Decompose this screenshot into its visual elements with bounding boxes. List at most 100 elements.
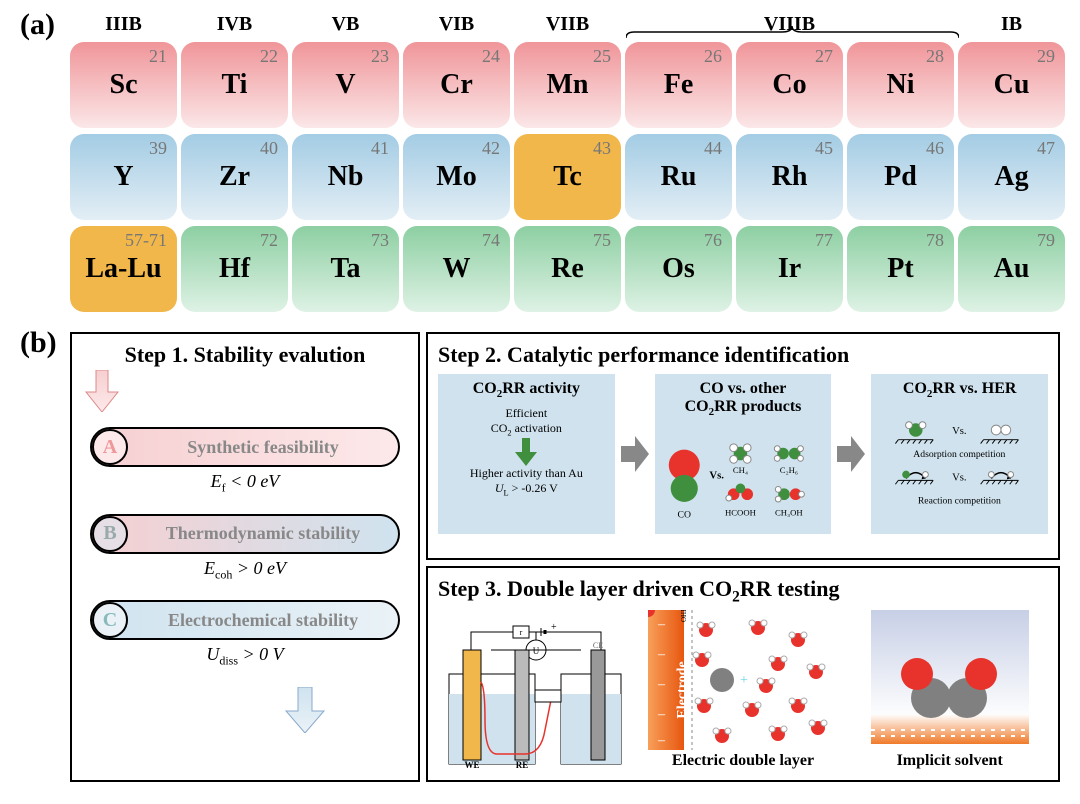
stability-pill-c: CElectrochemical stability	[90, 600, 400, 640]
svg-text:Adsorption competition: Adsorption competition	[914, 449, 1006, 460]
element-symbol: Ir	[778, 253, 801, 285]
atomic-number: 39	[149, 138, 167, 159]
element-cell-au: 79Au	[958, 226, 1065, 312]
element-symbol: Fe	[664, 69, 694, 101]
atomic-number: 28	[926, 46, 944, 67]
element-symbol: Tc	[553, 161, 582, 193]
pill-label: Synthetic feasibility	[128, 437, 398, 458]
element-symbol: Ru	[661, 161, 697, 193]
pill-label: Thermodynamic stability	[128, 523, 398, 544]
atomic-number: 76	[704, 230, 722, 251]
svg-text:RE: RE	[516, 760, 529, 770]
svg-text:WE: WE	[465, 760, 480, 770]
criterion: Udiss > 0 V	[82, 644, 408, 669]
svg-text:–: –	[657, 677, 666, 692]
implicit-solvent: Implicit solvent	[851, 610, 1048, 770]
element-symbol: Hf	[219, 253, 250, 285]
group-header: IVB	[181, 13, 288, 36]
element-cell-ir: 77 Ir	[736, 226, 843, 312]
element-cell-ag: 47Ag	[958, 134, 1065, 220]
element-symbol: Co	[772, 69, 806, 101]
cell-icon: r + U WE RE	[441, 620, 631, 770]
atomic-number: 40	[260, 138, 278, 159]
svg-text:+: +	[740, 673, 748, 688]
group-header: VIIB	[514, 13, 621, 36]
atomic-number: 75	[593, 230, 611, 251]
atomic-number: 77	[815, 230, 833, 251]
box-line: EfficientCO2 activation	[491, 406, 562, 437]
element-symbol: Ni	[887, 69, 915, 101]
edl-icon: Electrode ––––– OHP +	[648, 610, 838, 750]
element-cell-nb: 41 Nb	[292, 134, 399, 220]
atomic-number: 41	[371, 138, 389, 159]
element-cell-tc: 43 Tc	[514, 134, 621, 220]
molecules-icon: CO Vs. CH₄ C₂H₆ HCOOH	[661, 418, 826, 528]
element-cell-w: 74W	[403, 226, 510, 312]
periodic-table: IIIB IVB VB VIB VIIB VIIIB IB 21Sc22Ti23…	[70, 8, 1060, 312]
element-symbol: Mn	[547, 69, 589, 101]
element-symbol: Mo	[436, 161, 476, 193]
atomic-number: 26	[704, 46, 722, 67]
element-symbol: Cu	[994, 69, 1030, 101]
step3-title: Step 3. Double layer driven CO2RR testin…	[438, 576, 1048, 606]
svg-text:CE: CE	[593, 641, 603, 650]
atomic-number: 24	[482, 46, 500, 67]
svg-text:CH₃OH: CH₃OH	[775, 508, 803, 518]
panel-a-label: (a)	[20, 8, 55, 42]
atomic-number: 43	[593, 138, 611, 159]
periodic-row: 21Sc22Ti23V24Cr25Mn26Fe27Co28Ni29Cu	[70, 42, 1060, 128]
atomic-number: 42	[482, 138, 500, 159]
element-cell-rh: 45Rh	[736, 134, 843, 220]
group-header: IB	[958, 13, 1065, 36]
svg-text:OHP: OHP	[680, 610, 688, 622]
svg-text:HCOOH: HCOOH	[725, 508, 757, 518]
svg-text:Vs.: Vs.	[709, 471, 724, 482]
stability-pill-a: ASynthetic feasibility	[90, 427, 400, 467]
element-cell-zr: 40 Zr	[181, 134, 288, 220]
atomic-number: 29	[1037, 46, 1055, 67]
item-label: Electric double layer	[672, 752, 814, 770]
element-cell-hf: 72Hf	[181, 226, 288, 312]
periodic-row: 39Y40Zr41Nb42Mo43Tc44Ru45Rh46Pd47Ag	[70, 134, 1060, 220]
item-label: Implicit solvent	[897, 752, 1003, 770]
atomic-number: 27	[815, 46, 833, 67]
element-symbol: Sc	[110, 69, 138, 101]
criterion: Ecoh > 0 eV	[82, 558, 408, 583]
atomic-number: 21	[149, 46, 167, 67]
atomic-number: 22	[260, 46, 278, 67]
element-cell-re: 75Re	[514, 226, 621, 312]
element-symbol: Zr	[219, 161, 250, 193]
element-symbol: La-Lu	[85, 253, 161, 285]
element-cell-sc: 21 Sc	[70, 42, 177, 128]
pill-letter: C	[92, 602, 128, 638]
co-vs-products-box: CO vs. otherCO2RR products CO Vs. CH₄ C₂…	[655, 374, 832, 534]
atomic-number: 45	[815, 138, 833, 159]
element-symbol: Pt	[887, 253, 913, 285]
arrow-down-icon	[82, 370, 122, 412]
svg-text:–: –	[657, 707, 666, 722]
element-cell-v: 23V	[292, 42, 399, 128]
group-header: VIB	[403, 13, 510, 36]
stability-pill-b: BThermodynamic stability	[90, 514, 400, 554]
step3-box: Step 3. Double layer driven CO2RR testin…	[426, 566, 1060, 782]
competition-icon: Vs. Adsorption competition Vs. Reaction …	[877, 400, 1042, 528]
element-symbol: Nb	[328, 161, 364, 193]
svg-text:–: –	[657, 733, 666, 748]
element-cell-ru: 44Ru	[625, 134, 732, 220]
box-title: CO2RR vs. HER	[903, 380, 1017, 400]
svg-text:+: +	[551, 622, 557, 633]
right-column: Step 2. Catalytic performance identifica…	[426, 332, 1060, 782]
panel-b-label: (b)	[20, 326, 57, 360]
box-title: CO vs. otherCO2RR products	[685, 380, 802, 418]
element-cell-fe: 26 Fe	[625, 42, 732, 128]
element-symbol: Os	[662, 253, 695, 285]
svg-text:Electrode: Electrode	[675, 662, 690, 719]
element-cell-co: 27 Co	[736, 42, 843, 128]
svg-text:–: –	[657, 617, 666, 632]
element-symbol: W	[443, 253, 471, 285]
element-symbol: Ta	[330, 253, 360, 285]
periodic-row: 57-71La-Lu72Hf73Ta74W75Re76Os77Ir78Pt79A…	[70, 226, 1060, 312]
step1-box: Step 1. Stability evalution ASynthetic f…	[70, 332, 420, 782]
atomic-number: 46	[926, 138, 944, 159]
atomic-number: 57-71	[125, 230, 167, 251]
